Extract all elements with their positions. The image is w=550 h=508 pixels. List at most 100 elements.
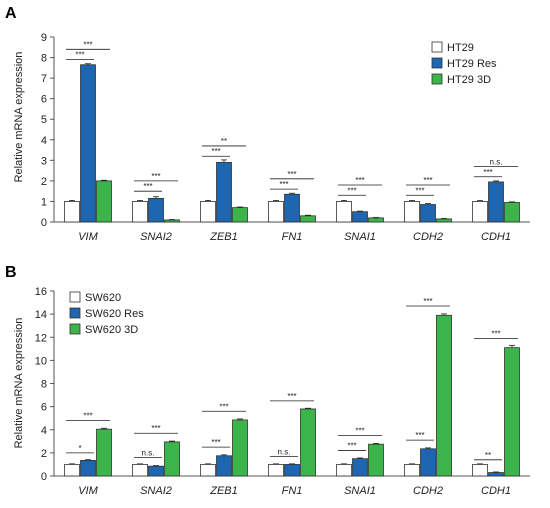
significance-label: *** <box>483 168 492 177</box>
bar-sw620-cdh2 <box>404 464 420 477</box>
bar-sw620-fn1 <box>268 464 284 477</box>
bar-ht29-res-snai1 <box>352 211 368 223</box>
significance-label: *** <box>143 182 152 191</box>
bar-sw620-3d-snai2 <box>164 441 180 477</box>
legend-swatch <box>431 41 443 53</box>
bar-ht29-zeb1 <box>200 201 216 223</box>
bar-sw620-res-cdh1 <box>488 472 504 477</box>
bar-ht29-snai1 <box>336 201 352 223</box>
y-tick-label: 6 <box>41 402 47 414</box>
significance-label: *** <box>347 442 356 451</box>
legend-label: HT29 3D <box>447 74 491 86</box>
bar-ht29-snai2 <box>132 201 148 223</box>
bar-sw620-res-cdh2 <box>420 448 436 477</box>
bar-ht29-3d-vim <box>96 180 112 223</box>
bar-ht29-res-vim <box>80 64 96 223</box>
significance-label: *** <box>151 424 160 433</box>
bar-sw620-3d-zeb1 <box>232 419 248 477</box>
bar-sw620-3d-fn1 <box>300 408 316 477</box>
y-tick-label: 4 <box>41 135 47 147</box>
legend-label: SW620 Res <box>85 308 144 320</box>
significance-label: *** <box>211 147 220 156</box>
category-label: CDH1 <box>481 485 511 497</box>
y-tick-label: 14 <box>35 309 47 321</box>
panel-b: B Relative mRNA expression 0 2 4 6 8 10 12 14 16… <box>5 264 530 497</box>
significance-label: *** <box>355 176 364 185</box>
y-tick-label: 7 <box>41 73 47 85</box>
significance-label: ** <box>485 451 491 460</box>
bar-sw620-res-zeb1 <box>216 455 232 477</box>
bar-sw620-res-snai1 <box>352 458 368 477</box>
significance-label: ** <box>221 137 227 146</box>
bar-sw620-3d-vim <box>96 428 112 477</box>
legend-swatch <box>431 73 443 85</box>
y-tick-label: 9 <box>41 32 47 44</box>
significance-label: *** <box>423 176 432 185</box>
significance-label: *** <box>75 51 84 60</box>
bar-ht29-res-cdh1 <box>488 181 504 223</box>
bar-ht29-3d-fn1 <box>300 215 316 223</box>
category-label: CDH2 <box>413 231 443 243</box>
bar-sw620-vim <box>64 464 80 477</box>
significance-label: *** <box>287 170 296 179</box>
category-label: ZEB1 <box>209 485 238 497</box>
bar-ht29-3d-snai2 <box>164 219 180 223</box>
category-label: FN1 <box>282 485 303 497</box>
legend-swatch <box>431 57 443 69</box>
category-label: FN1 <box>282 231 303 243</box>
significance-label: *** <box>83 412 92 421</box>
bar-ht29-vim <box>64 201 80 223</box>
y-tick-label: 1 <box>41 196 47 208</box>
category-label: SNAI2 <box>140 231 172 243</box>
significance-label: n.s. <box>278 447 291 456</box>
significance-label: *** <box>211 438 220 447</box>
category-label: CDH1 <box>481 231 511 243</box>
bar-sw620-snai1 <box>336 464 352 477</box>
significance-label: *** <box>279 180 288 189</box>
bar-sw620-snai2 <box>132 464 148 477</box>
legend-label: HT29 <box>447 42 474 54</box>
bar-ht29-fn1 <box>268 201 284 223</box>
bar-sw620-3d-cdh2 <box>436 314 452 477</box>
significance-label: n.s. <box>142 449 155 458</box>
y-tick-label: 16 <box>35 286 47 298</box>
category-label: VIM <box>78 231 98 243</box>
y-tick-label: 10 <box>35 355 47 367</box>
bar-ht29-cdh1 <box>472 201 488 223</box>
bar-ht29-cdh2 <box>404 201 420 223</box>
bar-sw620-res-snai2 <box>148 465 164 477</box>
y-tick-label: 0 <box>41 217 47 229</box>
category-label: CDH2 <box>413 485 443 497</box>
significance-label: *** <box>423 297 432 306</box>
legend-swatch <box>69 323 81 335</box>
legend-swatch <box>69 307 81 319</box>
bar-sw620-zeb1 <box>200 464 216 477</box>
significance-label: *** <box>347 186 356 195</box>
bar-sw620-cdh1 <box>472 464 488 477</box>
bar-sw620-3d-cdh1 <box>504 347 520 477</box>
panel-a: A Relative mRNA expression 0 1 2 3 4 5 6 7 8 9 VIM… <box>5 5 530 243</box>
significance-label: *** <box>151 172 160 181</box>
y-tick-label: 2 <box>41 448 47 460</box>
significance-label: *** <box>287 392 296 401</box>
y-tick-label: 2 <box>41 176 47 188</box>
significance-label: *** <box>491 329 500 338</box>
bar-ht29-3d-cdh2 <box>436 218 452 223</box>
y-tick-label: 5 <box>41 114 47 126</box>
significance-label: *** <box>355 427 364 436</box>
y-tick-label: 12 <box>35 332 47 344</box>
bar-ht29-res-cdh2 <box>420 204 436 223</box>
significance-label: *** <box>415 431 424 440</box>
category-label: SNAI1 <box>344 485 376 497</box>
y-tick-label: 3 <box>41 155 47 167</box>
bar-ht29-res-snai2 <box>148 197 164 223</box>
significance-label: * <box>78 444 81 453</box>
bar-ht29-res-fn1 <box>284 193 300 223</box>
y-axis-label-a: Relative mRNA expression <box>13 52 25 183</box>
bar-sw620-res-fn1 <box>284 464 300 477</box>
significance-label: *** <box>415 186 424 195</box>
y-axis-label-b: Relative mRNA expression <box>13 318 25 449</box>
bar-ht29-res-zeb1 <box>216 161 232 223</box>
bar-sw620-3d-snai1 <box>368 443 384 477</box>
